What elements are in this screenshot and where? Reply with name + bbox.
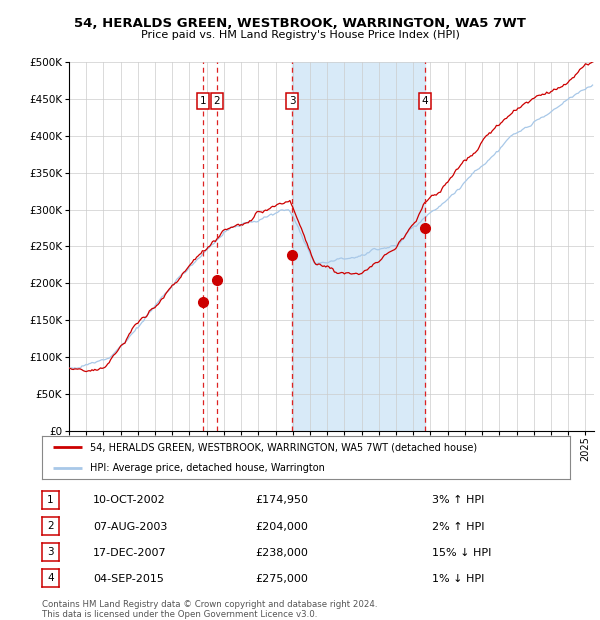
- Text: This data is licensed under the Open Government Licence v3.0.: This data is licensed under the Open Gov…: [42, 610, 317, 619]
- Text: 54, HERALDS GREEN, WESTBROOK, WARRINGTON, WA5 7WT (detached house): 54, HERALDS GREEN, WESTBROOK, WARRINGTON…: [89, 442, 476, 452]
- Text: £204,000: £204,000: [256, 521, 308, 531]
- Bar: [292, 62, 425, 431]
- Text: 10-OCT-2002: 10-OCT-2002: [93, 495, 166, 505]
- Text: 1: 1: [47, 495, 54, 505]
- Text: 3: 3: [47, 547, 54, 557]
- Text: HPI: Average price, detached house, Warrington: HPI: Average price, detached house, Warr…: [89, 463, 325, 473]
- Text: 2% ↑ HPI: 2% ↑ HPI: [432, 521, 485, 531]
- Text: 15% ↓ HPI: 15% ↓ HPI: [432, 547, 491, 557]
- Text: 07-AUG-2003: 07-AUG-2003: [93, 521, 167, 531]
- Text: 54, HERALDS GREEN, WESTBROOK, WARRINGTON, WA5 7WT: 54, HERALDS GREEN, WESTBROOK, WARRINGTON…: [74, 17, 526, 30]
- Text: 2: 2: [214, 95, 220, 106]
- Text: 1% ↓ HPI: 1% ↓ HPI: [432, 574, 484, 583]
- Text: 3: 3: [289, 95, 295, 106]
- Text: Price paid vs. HM Land Registry's House Price Index (HPI): Price paid vs. HM Land Registry's House …: [140, 30, 460, 40]
- Text: 2: 2: [47, 521, 54, 531]
- Text: 1: 1: [200, 95, 206, 106]
- Text: £275,000: £275,000: [256, 574, 308, 583]
- Text: 4: 4: [421, 95, 428, 106]
- Text: 04-SEP-2015: 04-SEP-2015: [93, 574, 164, 583]
- Text: £238,000: £238,000: [256, 547, 308, 557]
- Text: 4: 4: [47, 573, 54, 583]
- Text: £174,950: £174,950: [256, 495, 308, 505]
- Text: Contains HM Land Registry data © Crown copyright and database right 2024.: Contains HM Land Registry data © Crown c…: [42, 600, 377, 609]
- Text: 3% ↑ HPI: 3% ↑ HPI: [432, 495, 484, 505]
- Text: 17-DEC-2007: 17-DEC-2007: [93, 547, 167, 557]
